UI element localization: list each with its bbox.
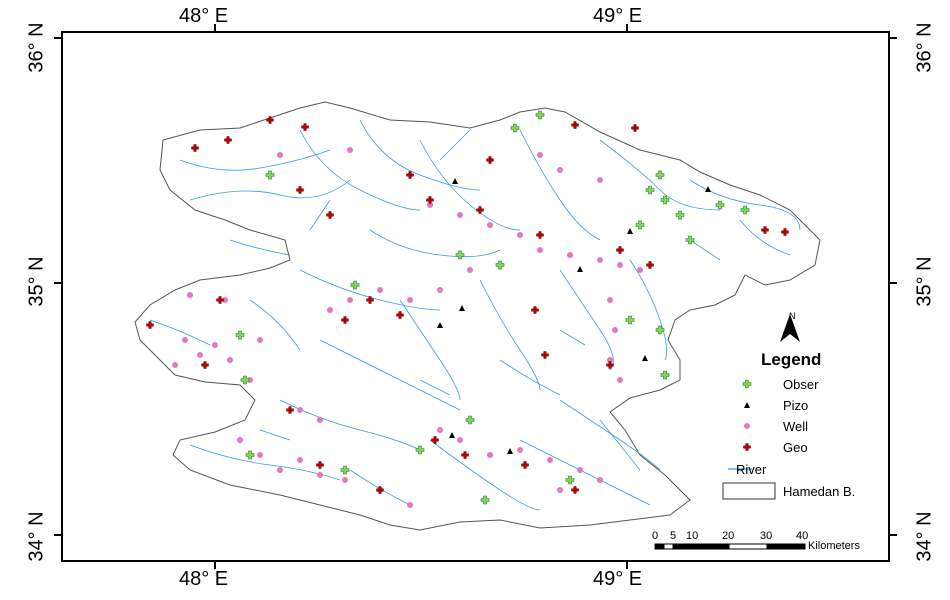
well-points [172,147,643,508]
legend-obser-symbol [742,379,752,389]
basin-boundary [134,101,821,531]
frame-ticks [54,24,897,569]
legend-geo-symbol [743,443,751,451]
bottom-tick-49e: 49° E [593,568,643,590]
obser-points [235,110,750,505]
scale-tick-0: 0 [652,530,659,542]
north-label: N [789,311,796,321]
legend-well-symbol [744,423,750,429]
bottom-tick-48e: 48° E [179,568,229,590]
scale-tick-30: 30 [760,530,773,542]
legend-label-geo: Geo [783,440,808,455]
scale-tick-20: 20 [722,530,735,542]
pizo-points [437,178,711,454]
north-arrow-icon [780,314,800,342]
scale-bar [654,543,806,550]
legend-symbols [722,379,776,500]
legend-label-pizo: Pizo [783,398,809,413]
legend-label-boundary: Hamedan B. [783,484,856,499]
legend-title: Legend [761,350,822,369]
river-network [149,119,801,511]
top-tick-48e: 48° E [179,5,229,27]
scale-unit: Kilometers [808,540,860,552]
legend-label-well: Well [783,419,809,434]
scale-tick-40: 40 [796,530,809,542]
legend-label-river: River [736,462,767,477]
legend-pizo-symbol [744,402,750,408]
scale-tick-5: 5 [670,530,677,542]
top-tick-49e: 49° E [593,5,643,27]
map-frame [61,31,890,562]
scale-tick-10: 10 [686,530,699,542]
legend-label-obser: Obser [783,377,819,392]
geo-points [146,116,789,494]
legend-boundary-symbol [722,482,776,500]
